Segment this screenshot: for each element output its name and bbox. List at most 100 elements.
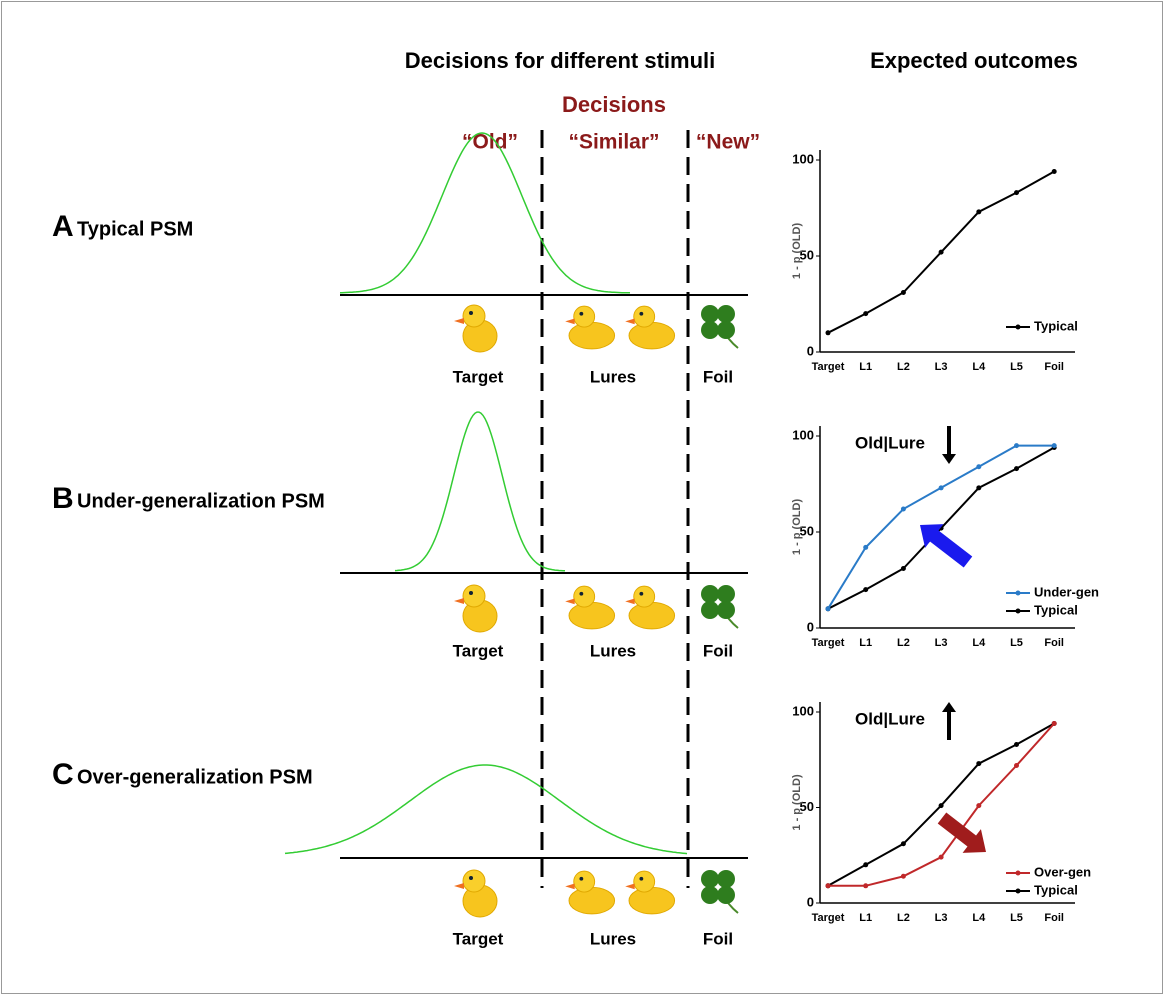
point (1014, 443, 1019, 448)
left-title: Decisions for different stimuli (405, 48, 716, 73)
point (863, 862, 868, 867)
decisions-title: Decisions (562, 92, 666, 117)
clover-leaf (717, 305, 735, 323)
decision-new: “New” (696, 131, 760, 154)
stimulus-label: Lures (590, 367, 636, 386)
legend-marker (1016, 325, 1021, 330)
x-tick-label: L2 (897, 637, 910, 649)
duck-eye (639, 312, 643, 316)
duck-eye (469, 591, 473, 595)
x-tick-label: L4 (972, 361, 986, 373)
stimulus-label: Target (453, 367, 504, 386)
point (976, 485, 981, 490)
row-letter: B (52, 482, 74, 515)
duck-head (463, 585, 485, 607)
duck-head (574, 586, 595, 607)
point (1052, 721, 1057, 726)
point (1014, 466, 1019, 471)
point (976, 464, 981, 469)
point (901, 290, 906, 295)
point (939, 855, 944, 860)
x-tick-label: L4 (972, 912, 986, 924)
point (901, 566, 906, 571)
x-tick-label: L5 (1010, 361, 1023, 373)
legend-label: Typical (1034, 882, 1078, 897)
point (939, 803, 944, 808)
x-tick-label: Target (812, 361, 845, 373)
x-tick-label: L2 (897, 912, 910, 924)
x-tick-label: Target (812, 637, 845, 649)
decision-old: “Old” (462, 131, 518, 154)
x-tick-label: L1 (859, 361, 872, 373)
duck-eye (639, 877, 643, 881)
point (939, 485, 944, 490)
y-tick-label: 100 (792, 427, 814, 442)
duck-eye (469, 311, 473, 315)
duck-body (629, 887, 675, 914)
legend-marker (1016, 889, 1021, 894)
x-tick-label: L2 (897, 361, 910, 373)
y-tick-label: 0 (807, 619, 814, 634)
point (863, 545, 868, 550)
legend-label: Typical (1034, 602, 1078, 617)
point (1052, 443, 1057, 448)
y-axis-label: 1 - p (OLD) (791, 223, 803, 280)
legend-label: Over-gen (1034, 864, 1091, 879)
point (826, 606, 831, 611)
clover-leaf (701, 601, 719, 619)
x-tick-label: Foil (1044, 637, 1064, 649)
legend-label: Typical (1034, 318, 1078, 333)
decision-similar: “Similar” (568, 131, 659, 154)
point (863, 883, 868, 888)
point (901, 841, 906, 846)
row-letter: C (52, 758, 74, 791)
x-tick-label: Foil (1044, 912, 1064, 924)
y-tick-label: 0 (807, 894, 814, 909)
x-tick-label: L1 (859, 637, 872, 649)
duck-eye (579, 312, 583, 316)
y-tick-label: 0 (807, 343, 814, 358)
legend-marker (1016, 591, 1021, 596)
x-tick-label: L5 (1010, 912, 1023, 924)
duck-eye (579, 592, 583, 596)
clover-leaf (701, 321, 719, 339)
clover-leaf (701, 870, 719, 888)
annotation: Old|Lure (855, 433, 925, 452)
duck-head (574, 306, 595, 327)
duck-head (634, 586, 655, 607)
clover-leaf (701, 585, 719, 603)
row-letter: A (52, 210, 74, 243)
clover-leaf (717, 886, 735, 904)
stimulus-label: Foil (703, 641, 733, 660)
point (1014, 742, 1019, 747)
x-tick-label: Target (812, 912, 845, 924)
point (901, 506, 906, 511)
clover-leaf (717, 321, 735, 339)
point (976, 209, 981, 214)
annotation: Old|Lure (855, 709, 925, 728)
duck-body (629, 322, 675, 349)
point (863, 311, 868, 316)
x-tick-label: L1 (859, 912, 872, 924)
duck-eye (639, 592, 643, 596)
duck-head (463, 870, 485, 892)
point (976, 803, 981, 808)
stimulus-label: Target (453, 929, 504, 948)
stimulus-label: Foil (703, 929, 733, 948)
duck-body (629, 602, 675, 629)
x-tick-label: Foil (1044, 361, 1064, 373)
row-label: Under-generalization PSM (77, 490, 325, 512)
x-tick-label: L3 (935, 361, 948, 373)
clover-leaf (717, 585, 735, 603)
y-axis-label: 1 - p (OLD) (791, 499, 803, 556)
stimulus-label: Lures (590, 929, 636, 948)
clover-leaf (717, 601, 735, 619)
point (1014, 763, 1019, 768)
row-label: Typical PSM (77, 218, 193, 240)
y-tick-label: 100 (792, 703, 814, 718)
duck-body (569, 322, 615, 349)
x-tick-label: L4 (972, 637, 986, 649)
point (863, 587, 868, 592)
clover-leaf (717, 870, 735, 888)
row-label: Over-generalization PSM (77, 766, 313, 788)
